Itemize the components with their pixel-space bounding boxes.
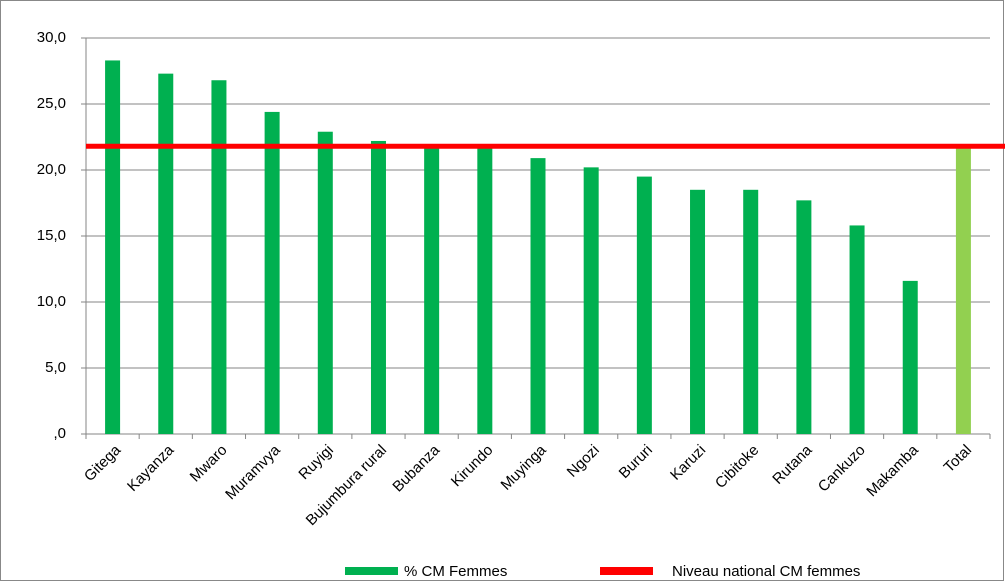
bar: [264, 111, 280, 435]
legend-swatch: [600, 567, 653, 575]
bar: [902, 280, 918, 434]
bar: [636, 176, 652, 434]
y-tick-label: 5,0: [45, 359, 66, 376]
y-tick-label: 10,0: [37, 293, 66, 310]
bar: [796, 200, 812, 434]
legend-label: Niveau national CM femmes: [672, 563, 860, 580]
bar: [477, 146, 493, 435]
legend-label: % CM Femmes: [404, 563, 507, 580]
y-tick-label: 20,0: [37, 161, 66, 178]
bar: [530, 158, 546, 434]
bar: [105, 60, 121, 434]
bar: [211, 80, 227, 435]
legend-swatch: [345, 567, 398, 575]
bar: [583, 167, 599, 435]
bar: [690, 189, 706, 434]
y-tick-label: 25,0: [37, 95, 66, 112]
bar: [955, 147, 971, 434]
bar: [317, 131, 333, 434]
y-tick-label: 30,0: [37, 29, 66, 46]
bar: [158, 73, 174, 434]
bar: [743, 189, 759, 434]
y-tick-label: 15,0: [37, 227, 66, 244]
y-tick-label: ,0: [53, 425, 66, 442]
bar: [424, 144, 440, 435]
bar: [849, 225, 865, 434]
bar: [370, 140, 386, 434]
